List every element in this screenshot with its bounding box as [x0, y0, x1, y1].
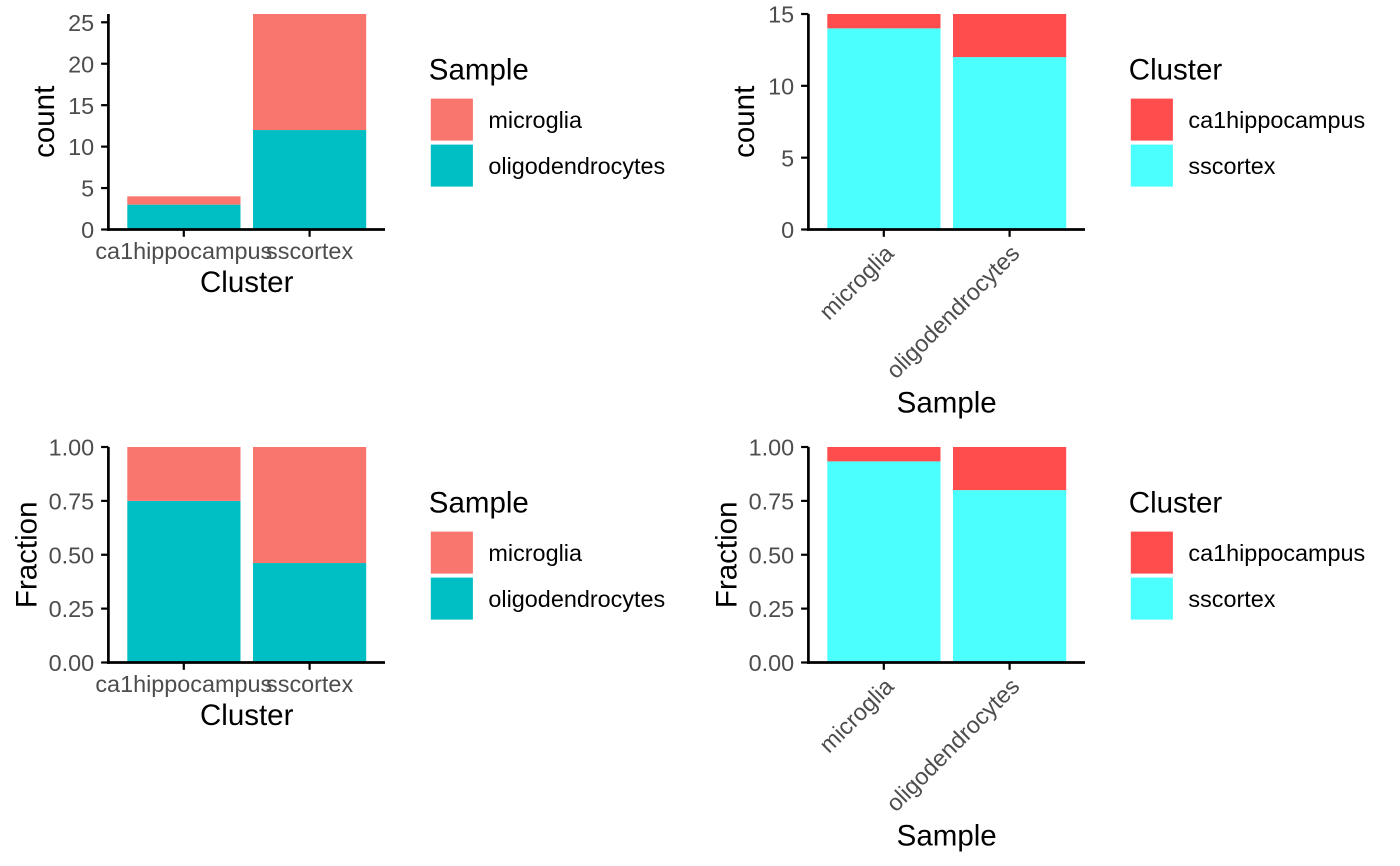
svg-text:ca1hippocampus: ca1hippocampus [95, 671, 272, 697]
svg-text:0.00: 0.00 [49, 650, 95, 676]
svg-text:Cluster: Cluster [200, 699, 294, 732]
svg-text:1.00: 1.00 [49, 435, 95, 461]
svg-text:count: count [28, 86, 61, 158]
svg-text:0: 0 [781, 217, 794, 243]
svg-text:5: 5 [781, 145, 794, 171]
svg-text:0.00: 0.00 [749, 650, 795, 676]
svg-text:1.00: 1.00 [749, 435, 795, 461]
svg-text:20: 20 [68, 51, 94, 77]
svg-text:Fraction: Fraction [710, 502, 743, 609]
svg-text:microglia: microglia [488, 107, 583, 133]
svg-text:0.25: 0.25 [749, 596, 795, 622]
svg-text:count: count [728, 86, 761, 158]
svg-text:Cluster: Cluster [1129, 53, 1223, 86]
svg-text:0: 0 [81, 217, 94, 243]
svg-text:Fraction: Fraction [10, 502, 43, 609]
svg-text:ca1hippocampus: ca1hippocampus [1188, 107, 1365, 133]
svg-text:0.75: 0.75 [749, 489, 795, 515]
svg-text:oligodendrocytes: oligodendrocytes [488, 586, 665, 612]
svg-text:0.25: 0.25 [49, 596, 95, 622]
svg-text:0.50: 0.50 [49, 542, 95, 568]
svg-text:Cluster: Cluster [1129, 486, 1223, 519]
svg-text:ca1hippocampus: ca1hippocampus [1188, 540, 1365, 566]
svg-text:0.75: 0.75 [49, 489, 95, 515]
svg-text:Sample: Sample [429, 53, 529, 86]
svg-text:microglia: microglia [488, 540, 583, 566]
svg-text:15: 15 [68, 93, 94, 119]
svg-text:sscortex: sscortex [1188, 586, 1275, 612]
svg-text:10: 10 [68, 134, 94, 160]
svg-text:ca1hippocampus: ca1hippocampus [95, 238, 272, 264]
svg-text:oligodendrocytes: oligodendrocytes [488, 153, 665, 179]
svg-text:25: 25 [68, 10, 94, 36]
svg-text:Sample: Sample [897, 820, 997, 853]
svg-text:sscortex: sscortex [1188, 153, 1275, 179]
svg-text:10: 10 [768, 73, 794, 99]
svg-text:0.50: 0.50 [749, 542, 795, 568]
svg-text:sscortex: sscortex [266, 238, 353, 264]
svg-text:Sample: Sample [897, 387, 997, 420]
svg-text:sscortex: sscortex [266, 671, 353, 697]
svg-text:5: 5 [81, 176, 94, 202]
svg-text:Sample: Sample [429, 486, 529, 519]
svg-text:15: 15 [768, 2, 794, 28]
svg-text:Cluster: Cluster [200, 266, 294, 299]
